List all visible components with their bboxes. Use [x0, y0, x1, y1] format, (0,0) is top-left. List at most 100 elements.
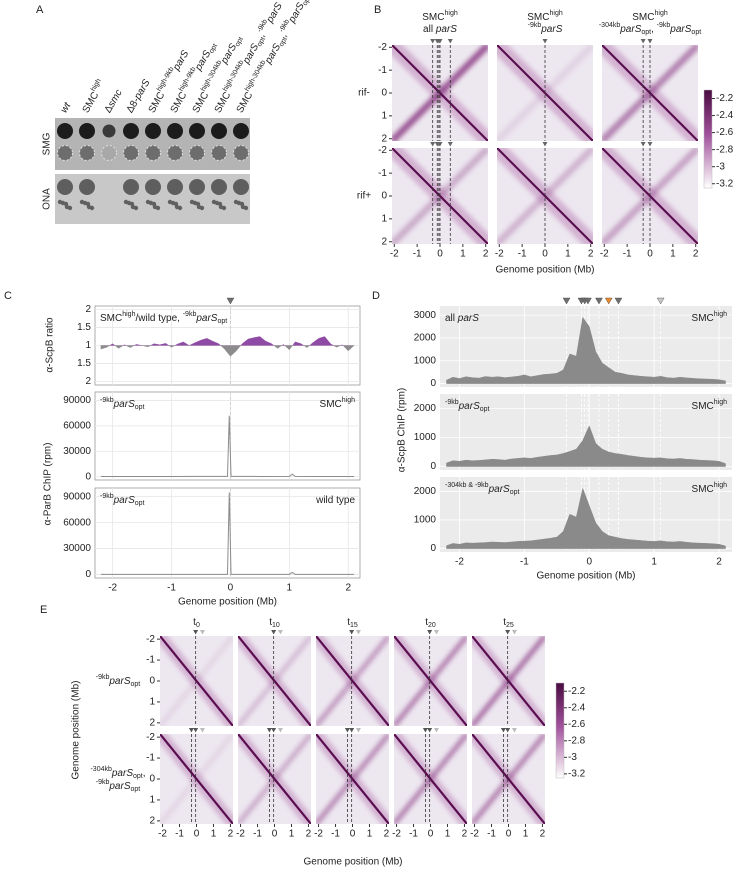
x-tick-label: 0: [437, 249, 443, 260]
site-marker: [226, 297, 235, 305]
colony-dot: [217, 201, 223, 207]
colony-dot: [151, 201, 157, 207]
heatmap: [394, 636, 467, 726]
colony-spot: [233, 179, 249, 195]
column-title: all parS: [423, 24, 457, 35]
x-tick-label: 0: [228, 583, 234, 594]
site-marker: [430, 142, 436, 147]
text-part: high: [122, 311, 135, 318]
y-tick-label: 30000: [63, 446, 91, 457]
x-tick-label: -2: [392, 829, 401, 840]
colony-spot: [167, 145, 183, 161]
heatmap: [160, 734, 233, 824]
text-part: parS: [195, 313, 217, 324]
column-title: SMChigh: [527, 10, 563, 22]
text-part: 25: [506, 622, 514, 629]
y-tick-label: 0: [381, 88, 387, 99]
colony-spot: [167, 123, 183, 139]
text-part: SMC: [692, 313, 714, 324]
colorbar-label: -2.4: [568, 702, 586, 713]
site-marker: [355, 728, 361, 733]
x-tick-label: -1: [518, 249, 527, 260]
text-part: -304kb: [251, 59, 268, 81]
site-marker: [188, 728, 194, 733]
text-part: SMC: [212, 90, 233, 115]
x-axis-label: Genome position (Mb): [537, 571, 636, 582]
site-marker: [277, 728, 283, 733]
site-marker: [584, 297, 592, 305]
x-axis-label: Genome position (Mb): [304, 857, 403, 868]
line: [100, 492, 355, 575]
text-part: opt: [234, 36, 245, 48]
site-marker: [422, 728, 428, 733]
x-tick-label: 2: [345, 583, 351, 594]
y-tick-label: -1: [378, 65, 387, 76]
text-part: parS: [111, 768, 133, 779]
x-tick-label: 1: [367, 829, 373, 840]
text-part: SMC: [80, 90, 101, 115]
row-label: -9kbparSopt: [96, 779, 141, 793]
diagonal: [160, 734, 233, 824]
colorbar-label: -2.8: [568, 735, 586, 746]
site-marker: [511, 728, 517, 733]
x-axis-label: Genome position (Mb): [178, 597, 277, 608]
site-marker: [562, 297, 571, 305]
text-part: high: [714, 311, 727, 318]
text-part: SMC: [320, 399, 342, 410]
y-tick-label: 1: [149, 795, 155, 806]
y-tick-label: 90000: [63, 491, 91, 502]
colony-dot: [85, 201, 91, 207]
text-part: opt: [133, 773, 143, 780]
text-part: wt: [58, 100, 73, 115]
text-part: t: [193, 617, 196, 628]
text-part: SMC: [632, 12, 654, 23]
x-tick-label: 1: [211, 829, 217, 840]
x-tick-label: -2: [236, 829, 245, 840]
colony-spot: [211, 145, 227, 161]
site-marker: [199, 728, 205, 733]
line: [100, 415, 355, 477]
text-part: SMC: [100, 313, 122, 324]
row-label: -304kbparSopt,: [90, 766, 145, 780]
y-tick-label: 1.5: [77, 322, 91, 333]
text-part: opt: [510, 489, 520, 496]
text-part: parS: [488, 484, 510, 495]
heatmap: [238, 636, 311, 726]
colony-spot: [101, 145, 117, 161]
colony-spot: [189, 179, 205, 195]
x-tick-label: 1: [523, 829, 529, 840]
text-part: high: [714, 399, 727, 406]
panel-annotation: -304kb & -9kbparSopt: [445, 482, 520, 496]
x-tick-label: 1: [565, 249, 571, 260]
colony-spot: [211, 179, 227, 195]
site-marker: [344, 728, 350, 733]
site-marker: [640, 39, 646, 44]
colony-dot: [195, 201, 201, 207]
area-pos: [100, 336, 355, 346]
x-tick-label: 2: [716, 557, 722, 568]
x-tick-label: -2: [390, 249, 399, 260]
colony-spot: [57, 179, 73, 195]
y-tick-label: 1: [85, 340, 91, 351]
text-part: opt: [131, 786, 141, 793]
y-tick-label: 1000: [414, 432, 437, 443]
colony-spot: [145, 179, 161, 195]
x-tick-label: 1: [289, 829, 295, 840]
x-tick-label: -1: [623, 249, 632, 260]
strain-label: wt: [58, 100, 73, 115]
y-axis-label: α-ParB ChIP (rpm): [43, 443, 54, 526]
text-part: -9kb: [657, 22, 671, 29]
colorbar-label: -3.2: [716, 178, 734, 189]
text-part: opt: [135, 500, 145, 507]
column-title: t0: [193, 617, 200, 630]
text-part: SMC: [234, 90, 255, 115]
colony-dot: [177, 205, 183, 211]
y-axis-label: α-ScpB ChIP (rpm): [397, 388, 408, 473]
text-part: ,: [278, 31, 289, 39]
y-tick-label: 2000: [414, 486, 437, 497]
colony-spot: [79, 123, 95, 139]
site-marker: [437, 142, 443, 147]
heatmap: [497, 45, 593, 141]
heatmap: [238, 734, 311, 824]
text-part: Δ: [102, 103, 115, 115]
